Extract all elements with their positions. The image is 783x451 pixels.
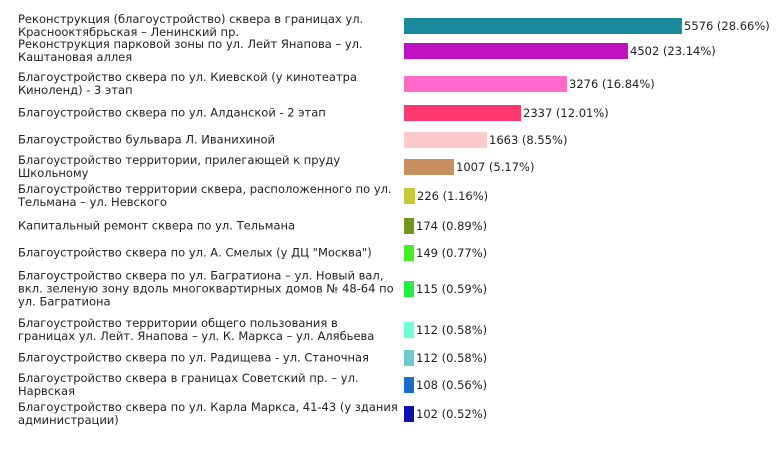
value-label: 112 (0.58%) (416, 351, 488, 365)
bar (404, 245, 414, 261)
chart-row: Благоустройство территории общего пользо… (0, 308, 783, 352)
bar (404, 105, 521, 121)
chart-row: Благоустройство бульвара Л. Иванихиной 16… (0, 118, 783, 162)
value-label: 108 (0.56%) (416, 378, 488, 392)
chart-row: Реконструкция (благоустройство) сквера в… (0, 4, 783, 48)
category-label: Благоустройство сквера в границах Советс… (18, 371, 359, 398)
bar (404, 350, 414, 366)
value-label: 149 (0.77%) (416, 246, 488, 260)
value-label: 5576 (28.66%) (684, 19, 770, 33)
value-label: 226 (1.16%) (417, 189, 489, 203)
category-label: Капитальный ремонт сквера по ул. Тельман… (18, 218, 296, 233)
chart-row: Благоустройство сквера по ул. Карла Марк… (0, 392, 783, 436)
chart-row: Благоустройство сквера по ул. Радищева -… (0, 336, 783, 380)
bar (404, 76, 567, 92)
value-label: 1663 (8.55%) (489, 133, 568, 147)
value-label: 112 (0.58%) (416, 323, 488, 337)
category-label: Реконструкция (благоустройство) сквера в… (18, 12, 364, 39)
chart-row: Благоустройство сквера по ул. Алданской … (0, 91, 783, 135)
category-label: Благоустройство территории, прилегающей … (18, 153, 341, 180)
bar (404, 188, 415, 204)
chart-row: Благоустройство сквера по ул. А. Смелых … (0, 231, 783, 275)
category-label: Благоустройство сквера по ул. Алданской … (18, 105, 326, 120)
category-label: Благоустройство территории сквера, распо… (18, 182, 392, 209)
bar (404, 218, 414, 234)
chart-row: Благоустройство сквера по ул. Киевской (… (0, 62, 783, 106)
value-label: 174 (0.89%) (416, 219, 488, 233)
value-label: 4502 (23.14%) (630, 44, 716, 58)
value-label: 102 (0.52%) (416, 407, 488, 421)
category-label: Благоустройство сквера по ул. Карла Марк… (18, 400, 398, 427)
category-label: Благоустройство бульвара Л. Иванихиной (18, 132, 276, 147)
bar (404, 132, 487, 148)
bar (404, 322, 414, 338)
category-label: Благоустройство сквера по ул. Багратиона… (18, 268, 394, 309)
category-label: Благоустройство сквера по ул. Киевской (… (18, 70, 358, 97)
bar (404, 43, 628, 59)
value-label: 115 (0.59%) (416, 282, 488, 296)
bar (404, 377, 414, 393)
value-label: 2337 (12.01%) (523, 106, 609, 120)
chart-row: Благоустройство территории, прилегающей … (0, 145, 783, 189)
category-label: Реконструкция парковой зоны по ул. Лейт … (18, 37, 363, 64)
chart-row: Благоустройство сквера в границах Советс… (0, 363, 783, 407)
bar (404, 281, 414, 297)
category-label: Благоустройство территории общего пользо… (18, 316, 375, 343)
chart-row: Благоустройство территории сквера, распо… (0, 174, 783, 218)
value-label: 3276 (16.84%) (569, 77, 655, 91)
chart-row: Благоустройство сквера по ул. Багратиона… (0, 267, 783, 311)
bar (404, 18, 682, 34)
category-label: Благоустройство сквера по ул. А. Смелых … (18, 245, 372, 260)
bar (404, 406, 414, 422)
category-label: Благоустройство сквера по ул. Радищева -… (18, 350, 369, 365)
bar (404, 159, 454, 175)
value-label: 1007 (5.17%) (456, 160, 535, 174)
chart-row: Реконструкция парковой зоны по ул. Лейт … (0, 29, 783, 73)
chart-row: Капитальный ремонт сквера по ул. Тельман… (0, 204, 783, 248)
